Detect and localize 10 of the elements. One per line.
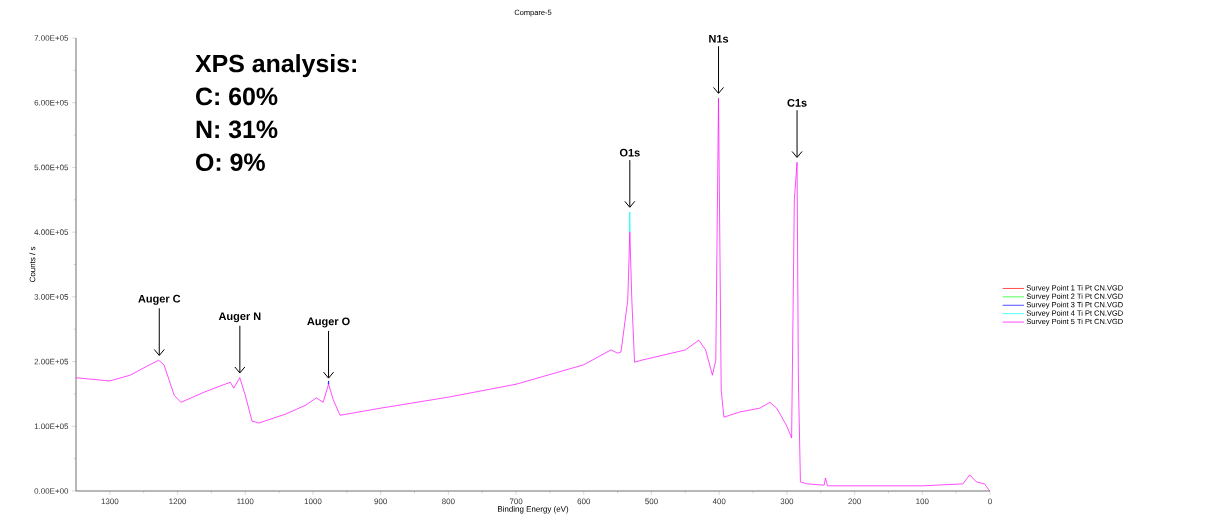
annotation: O1s [619, 148, 640, 157]
annotation: Auger C [138, 294, 181, 305]
annotation: N: 31% [196, 120, 278, 139]
annotation: Auger O [307, 317, 350, 328]
annotation: C1s [787, 99, 807, 107]
annotation: O: 9% [196, 153, 265, 172]
annotation: N1s [709, 35, 729, 43]
annotation: XPS analysis: [195, 54, 356, 78]
annotation: Auger N [218, 312, 261, 323]
annotation: C: 60% [196, 87, 278, 106]
